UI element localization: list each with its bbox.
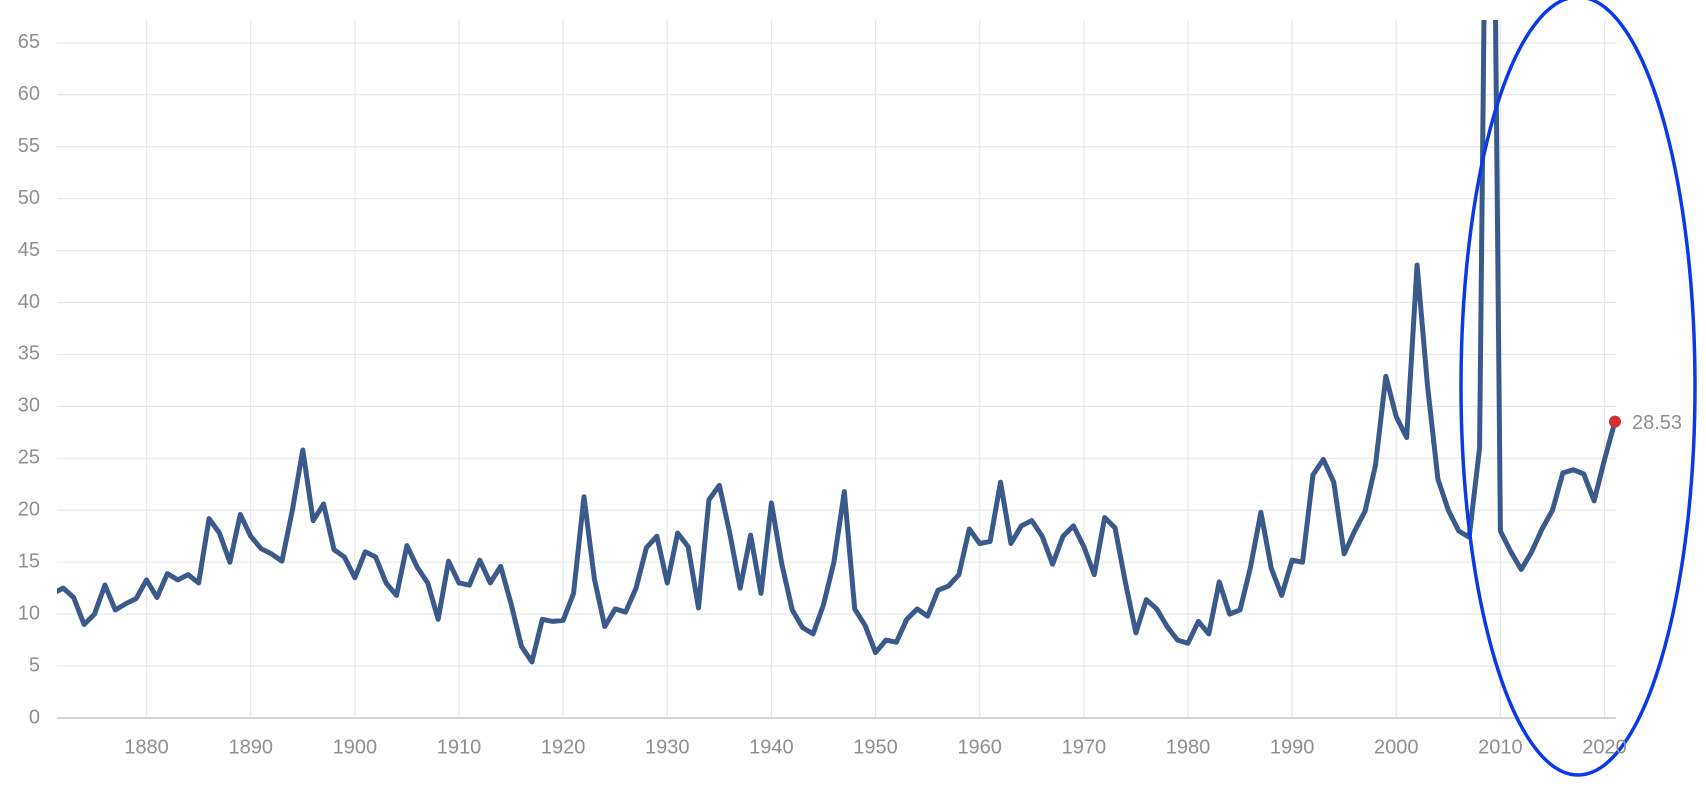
y-tick-label: 50 — [18, 187, 40, 209]
x-tick-label: 1970 — [1062, 736, 1107, 758]
y-tick-label: 20 — [18, 499, 40, 521]
x-tick-label: 1990 — [1270, 736, 1315, 758]
y-tick-label: 10 — [18, 602, 40, 624]
y-tick-label: 15 — [18, 550, 40, 572]
y-tick-label: 65 — [18, 31, 40, 53]
y-tick-label: 25 — [18, 447, 40, 469]
x-tick-label: 1900 — [333, 736, 378, 758]
last-value-label: 28.53 — [1632, 412, 1682, 434]
y-tick-label: 45 — [18, 239, 40, 261]
x-tick-label: 1920 — [541, 736, 586, 758]
x-tick-label: 2000 — [1374, 736, 1419, 758]
highlight-ellipse — [1459, 0, 1697, 777]
x-tick-label: 1980 — [1166, 736, 1211, 758]
x-tick-label: 2020 — [1582, 736, 1627, 758]
y-tick-label: 5 — [29, 654, 40, 676]
x-tick-label: 1880 — [124, 736, 169, 758]
x-tick-label: 1940 — [749, 736, 794, 758]
last-point — [1608, 415, 1621, 428]
x-tick-label: 1910 — [437, 736, 482, 758]
x-tick-label: 1930 — [645, 736, 690, 758]
x-tick-label: 1960 — [957, 736, 1002, 758]
y-tick-label: 40 — [18, 291, 40, 313]
y-tick-label: 55 — [18, 135, 40, 157]
x-tick-label: 1890 — [228, 736, 273, 758]
y-tick-label: 30 — [18, 395, 40, 417]
x-tick-label: 1950 — [853, 736, 898, 758]
y-tick-label: 0 — [29, 706, 40, 728]
data-line — [57, 20, 1616, 665]
y-tick-label: 60 — [18, 83, 40, 105]
x-tick-label: 2010 — [1478, 736, 1523, 758]
y-tick-label: 35 — [18, 343, 40, 365]
